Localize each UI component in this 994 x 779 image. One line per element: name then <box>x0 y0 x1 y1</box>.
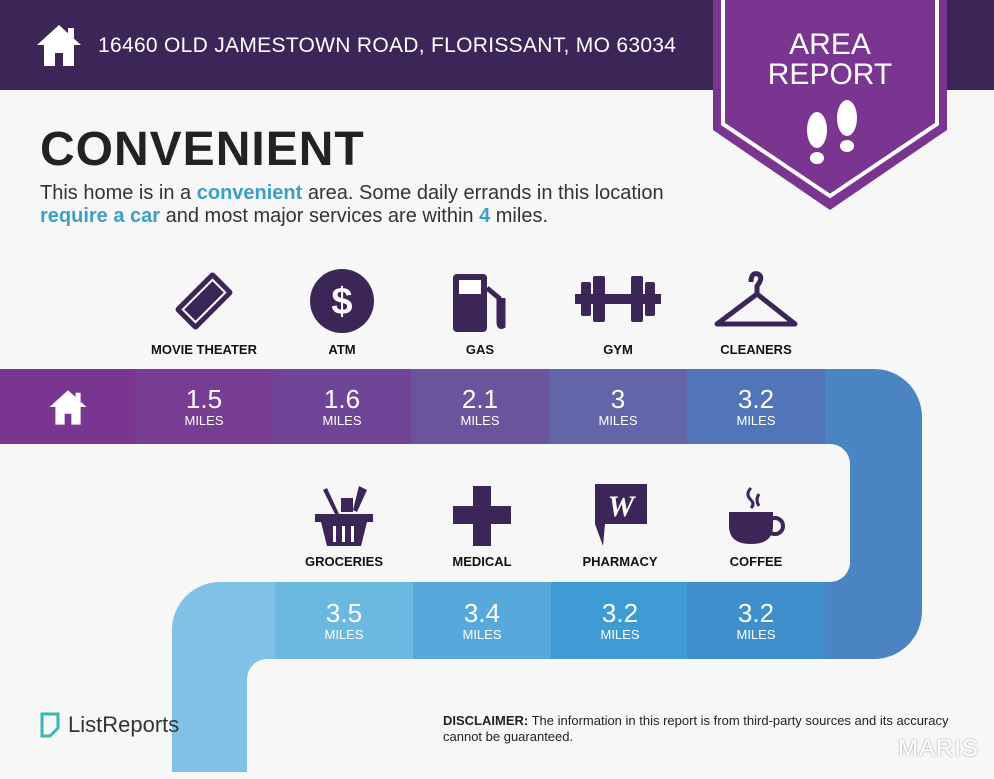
desc-text: This home is in a <box>40 182 197 204</box>
desc-text: and most major services are within <box>160 205 480 227</box>
svg-text:W: W <box>608 490 637 523</box>
coffee-icon <box>729 486 785 544</box>
amenity-label: ATM <box>328 342 356 357</box>
distance-cell: 3.2 MILES <box>687 369 825 444</box>
distance-value: 3.5 <box>325 598 363 628</box>
distance-unit: MILES <box>462 627 502 642</box>
badge-line1: AREA <box>789 28 871 61</box>
logo-text: ListReports <box>68 712 180 737</box>
distance-value: 3.2 <box>737 598 775 628</box>
amenity-label: GROCERIES <box>304 554 383 569</box>
distance-cell: 1.6 MILES <box>273 369 411 444</box>
amenity-groceries: GROCERIES <box>275 484 413 569</box>
listreports-logo: ListReports <box>38 712 179 738</box>
amenity-coffee: COFFEE <box>687 484 825 569</box>
hanger-icon <box>714 271 798 327</box>
amenity-atm: $ ATM <box>273 268 411 357</box>
amenity-label: PHARMACY <box>582 554 658 569</box>
desc-text: area. Some daily errands in this locatio… <box>302 182 664 204</box>
distance-value: 2.1 <box>461 384 499 414</box>
amenity-cleaners: CLEANERS <box>687 268 825 357</box>
house-icon <box>37 25 81 66</box>
rating-title: CONVENIENT <box>40 123 365 176</box>
dollar-icon: $ <box>310 269 374 333</box>
distance-cell: 3.2 MILES <box>551 582 689 659</box>
distance-value: 1.5 <box>185 384 223 414</box>
distance-unit: MILES <box>184 413 224 428</box>
path-inner-gap <box>247 659 347 779</box>
house-icon <box>49 389 86 425</box>
footprints-icon <box>807 100 857 164</box>
desc-highlight: 4 <box>479 205 491 227</box>
rating-description: This home is in a convenient area. Some … <box>40 182 720 228</box>
distance-value: 3.2 <box>601 598 639 628</box>
amenity-gas: GAS <box>411 268 549 357</box>
desc-highlight: require a car <box>40 205 161 227</box>
distance-value: 3.4 <box>463 598 501 628</box>
distance-unit: MILES <box>736 627 776 642</box>
distance-cell: 3.2 MILES <box>687 582 825 659</box>
ticket-icon <box>175 272 233 330</box>
amenity-label: CLEANERS <box>720 342 792 357</box>
amenity-gym: GYM <box>549 268 687 357</box>
distance-unit: MILES <box>600 627 640 642</box>
distance-unit: MILES <box>736 413 776 428</box>
basket-icon <box>315 486 373 546</box>
distance-value: 3.2 <box>737 384 775 414</box>
desc-highlight: convenient <box>196 182 303 204</box>
badge-title: AREA REPORT <box>713 30 947 90</box>
dumbbell-icon <box>575 276 661 322</box>
path-inner-gap <box>760 444 850 582</box>
svg-text:$: $ <box>331 281 352 323</box>
distance-cell: 3 MILES <box>549 369 687 444</box>
pharmacy-icon: W <box>595 484 647 546</box>
amenity-label: COFFEE <box>729 554 783 569</box>
disclaimer-label: DISCLAIMER: <box>443 713 529 728</box>
distance-unit: MILES <box>460 413 500 428</box>
distance-cell: 2.1 MILES <box>411 369 549 444</box>
medical-cross-icon <box>453 486 511 546</box>
maris-watermark: MARIS <box>898 735 980 762</box>
disclaimer-text: The information in this report is from t… <box>443 713 949 744</box>
area-report-badge <box>713 0 947 210</box>
amenity-pharmacy: W PHARMACY <box>551 484 689 569</box>
disclaimer: DISCLAIMER: The information in this repo… <box>443 713 963 745</box>
distance-unit: MILES <box>322 413 362 428</box>
amenity-label: GYM <box>603 342 633 357</box>
amenity-label: MOVIE THEATER <box>151 342 257 357</box>
amenity-label: GAS <box>465 342 495 357</box>
distance-value: 1.6 <box>323 384 361 414</box>
distance-unit: MILES <box>598 413 638 428</box>
home-cell <box>0 369 135 444</box>
distance-cell: 1.5 MILES <box>135 369 273 444</box>
badge-line2: REPORT <box>767 58 893 91</box>
amenity-medical: MEDICAL <box>413 484 551 569</box>
distance-cell: 3.4 MILES <box>413 582 551 659</box>
distance-unit: MILES <box>324 627 364 642</box>
desc-text: miles. <box>490 205 549 227</box>
amenity-movie-theater: MOVIE THEATER <box>135 268 273 357</box>
gas-pump-icon <box>453 274 506 332</box>
address: 16460 OLD JAMESTOWN ROAD, FLORISSANT, MO… <box>98 34 677 57</box>
distance-cell: 3.5 MILES <box>275 582 413 659</box>
distance-value: 3 <box>610 384 626 414</box>
amenity-label: MEDICAL <box>452 554 512 569</box>
listreports-logo-icon <box>40 712 60 738</box>
